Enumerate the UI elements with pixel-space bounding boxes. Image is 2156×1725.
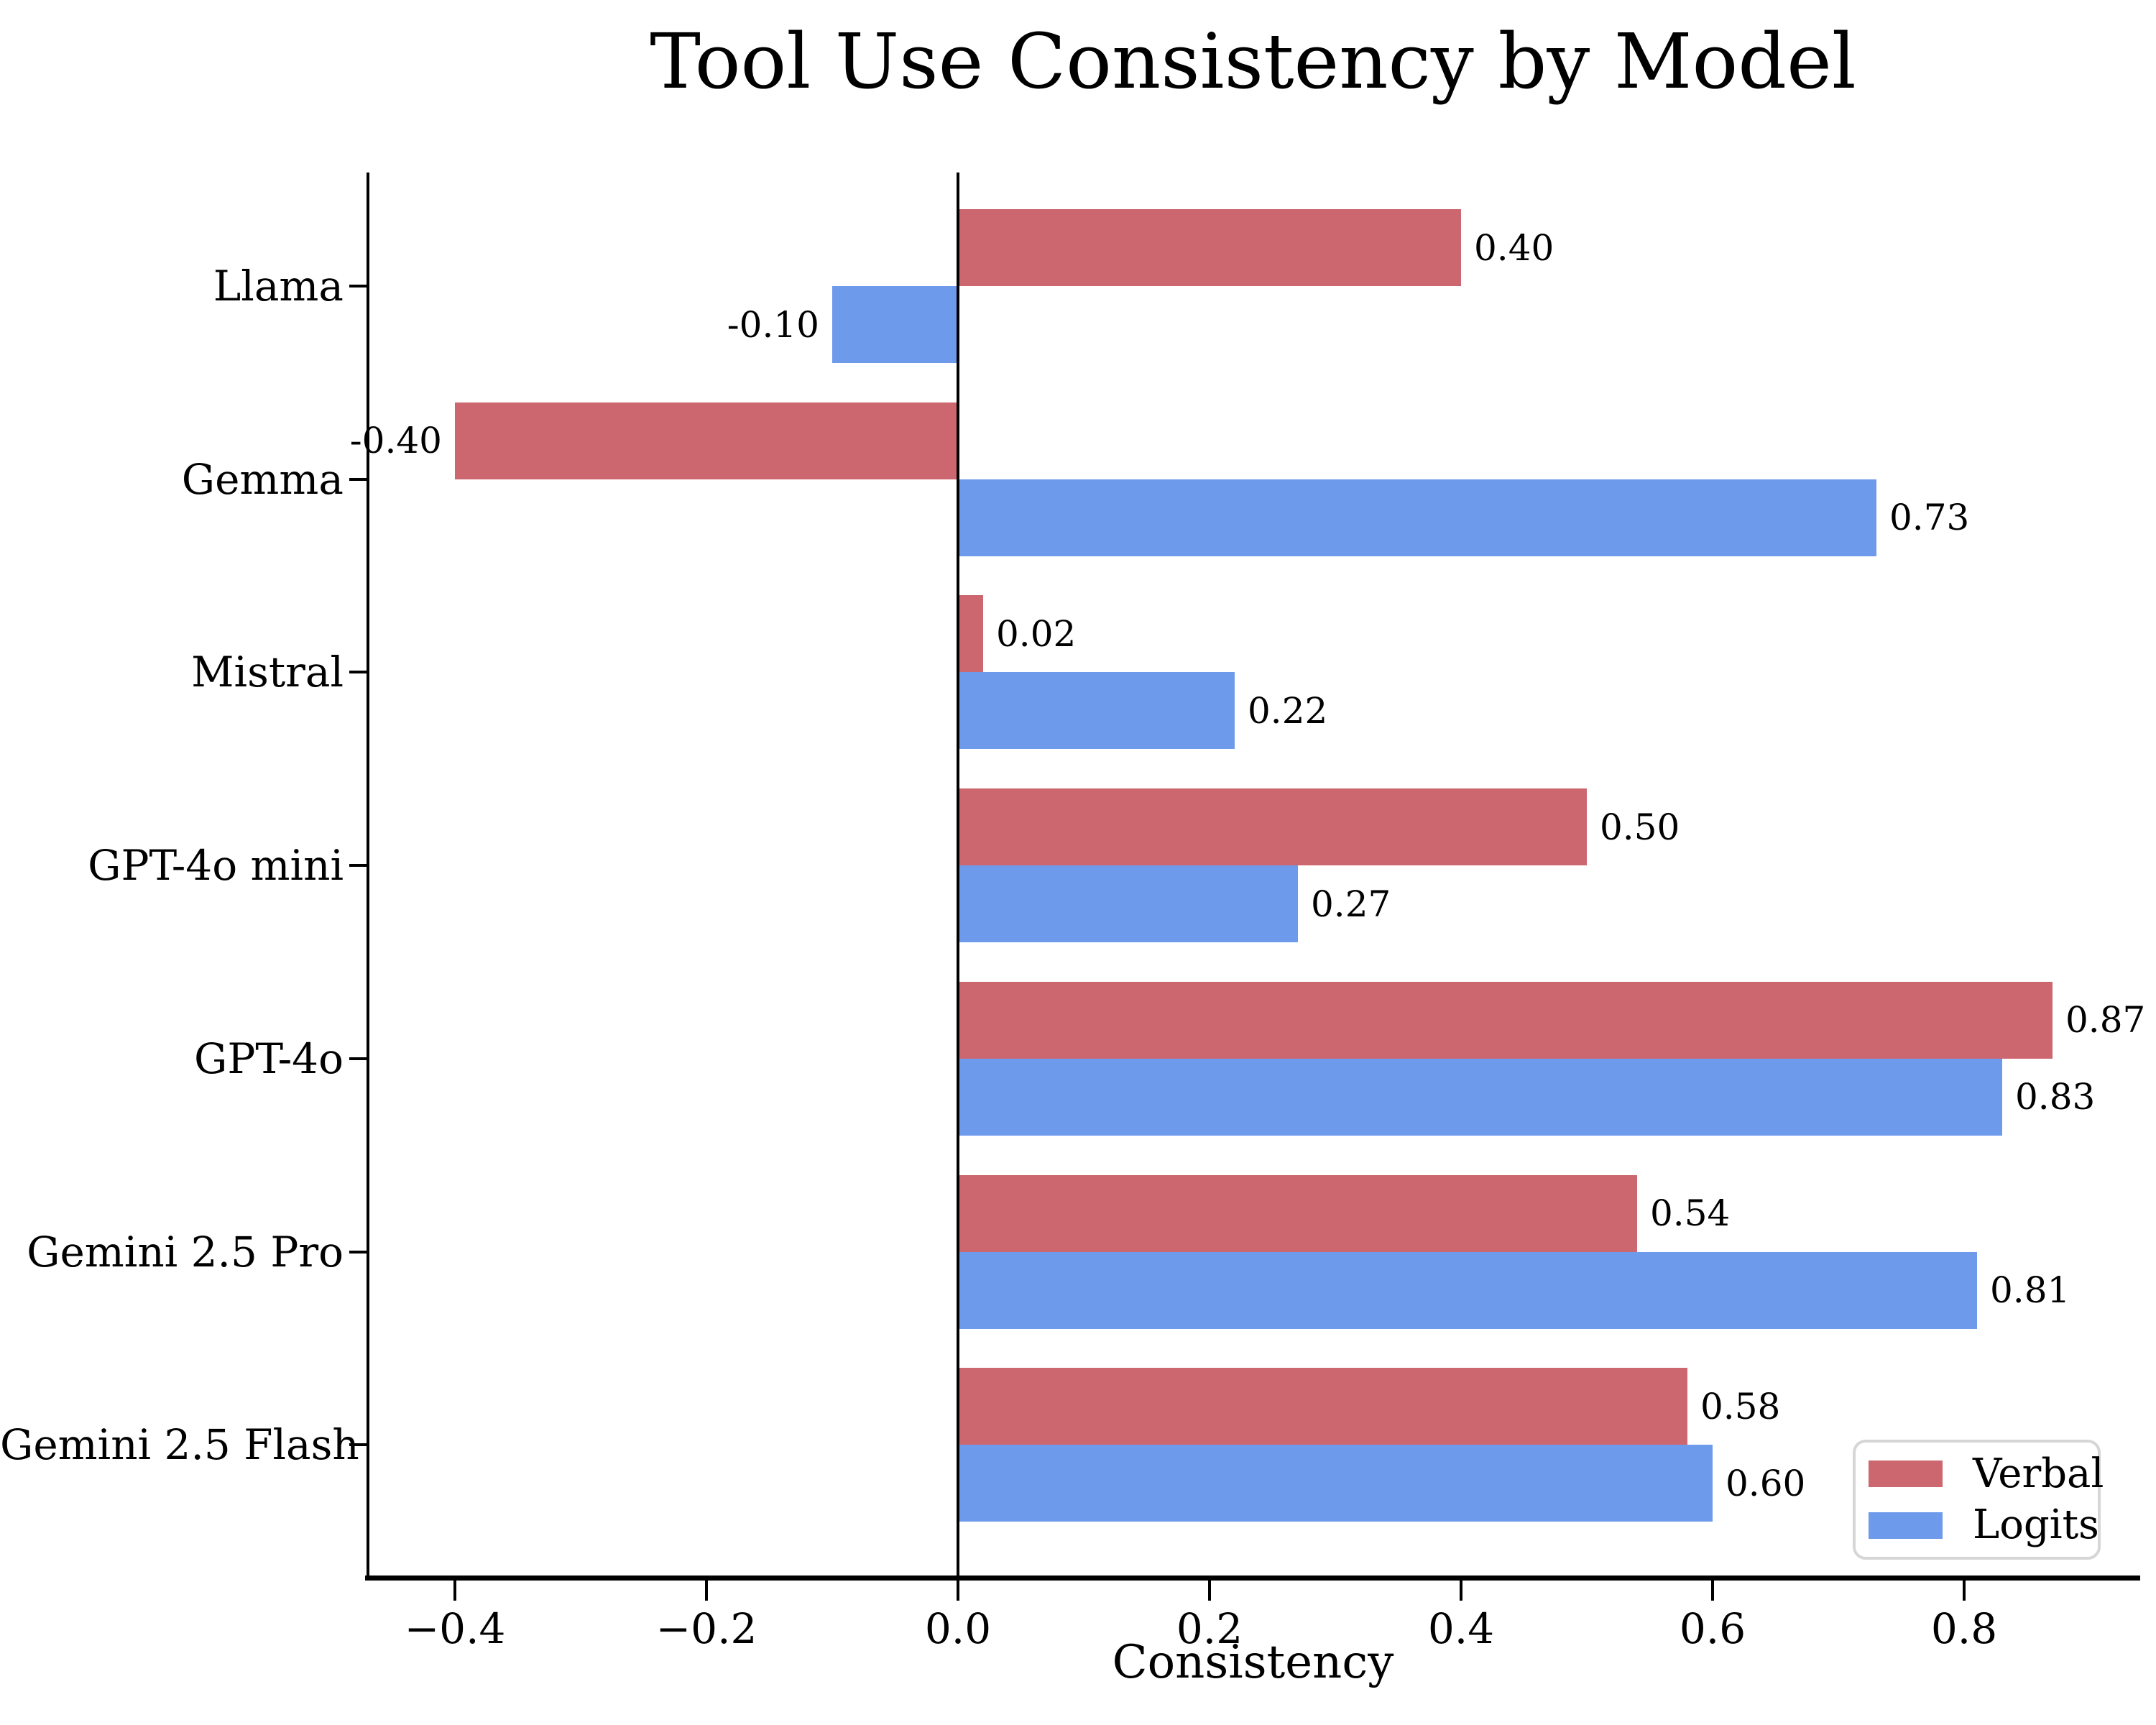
- y-label-llama: Llama: [213, 262, 344, 310]
- x-tick-label-neg0p4: −0.4: [404, 1604, 506, 1653]
- y-tick-gpt-4o-mini: [349, 864, 368, 867]
- y-tick-llama: [349, 285, 368, 288]
- value-label-verbal-gpt-4o-mini: 0.50: [1600, 806, 1680, 848]
- x-tick-label-0p6: 0.6: [1679, 1604, 1746, 1653]
- chart-title: Tool Use Consistency by Model: [650, 17, 1856, 106]
- y-tick-gemma: [349, 478, 368, 481]
- x-tick-label-0p8: 0.8: [1930, 1604, 1998, 1653]
- bar-logits-mistral: [958, 672, 1235, 749]
- x-tick-neg0p2: [705, 1581, 708, 1601]
- value-label-verbal-gpt-4o: 0.87: [2065, 999, 2146, 1041]
- legend: Verbal Logits: [1853, 1440, 2104, 1560]
- bar-logits-gemini-2-5-pro: [958, 1252, 1977, 1329]
- y-tick-gemini-2-5-flash: [349, 1443, 368, 1446]
- y-label-gemini-2-5-pro: Gemini 2.5 Pro: [27, 1228, 344, 1276]
- x-tick-0p6: [1711, 1581, 1714, 1601]
- value-label-verbal-mistral: 0.02: [996, 613, 1077, 655]
- y-label-gemini-2-5-flash: Gemini 2.5 Flash: [0, 1420, 359, 1469]
- value-label-logits-gemma: 0.73: [1889, 497, 1970, 538]
- bar-verbal-gemini-2-5-pro: [958, 1175, 1637, 1252]
- y-label-mistral: Mistral: [191, 648, 344, 696]
- x-tick-label-0p2: 0.2: [1176, 1604, 1243, 1653]
- value-label-verbal-gemini-2-5-flash: 0.58: [1700, 1386, 1781, 1427]
- value-label-logits-mistral: 0.22: [1248, 690, 1328, 732]
- value-label-logits-llama: -0.10: [727, 304, 819, 346]
- y-tick-mistral: [349, 671, 368, 673]
- legend-swatch-logits: [1869, 1512, 1943, 1539]
- x-tick-label-neg0p2: −0.2: [655, 1604, 757, 1653]
- y-label-gemma: Gemma: [181, 455, 344, 504]
- y-label-gpt-4o-mini: GPT-4o mini: [88, 841, 344, 890]
- value-label-verbal-gemma: -0.40: [349, 420, 442, 461]
- bar-logits-gpt-4o: [958, 1059, 2002, 1136]
- y-tick-gemini-2-5-pro: [349, 1251, 368, 1254]
- value-label-logits-gemini-2-5-pro: 0.81: [1990, 1269, 2070, 1311]
- legend-row-logits: Logits: [1869, 1505, 2099, 1545]
- value-label-verbal-llama: 0.40: [1474, 227, 1554, 269]
- zero-reference-line: [957, 172, 959, 1578]
- legend-row-verbal: Verbal: [1869, 1453, 2104, 1494]
- x-tick-neg0p4: [453, 1581, 456, 1601]
- x-tick-0p8: [1963, 1581, 1966, 1601]
- x-axis-title: Consistency: [1112, 1636, 1394, 1689]
- bar-verbal-gpt-4o-mini: [958, 788, 1587, 865]
- bar-logits-gemini-2-5-flash: [958, 1445, 1713, 1522]
- x-tick-0: [957, 1581, 959, 1601]
- bar-verbal-llama: [958, 209, 1461, 286]
- legend-label-logits: Logits: [1973, 1501, 2099, 1549]
- value-label-verbal-gemini-2-5-pro: 0.54: [1650, 1192, 1731, 1234]
- value-label-logits-gpt-4o-mini: 0.27: [1311, 883, 1391, 925]
- legend-swatch-verbal: [1869, 1460, 1943, 1488]
- bar-verbal-mistral: [958, 595, 983, 672]
- bar-verbal-gemma: [455, 402, 958, 479]
- x-tick-label-0p4: 0.4: [1427, 1604, 1495, 1653]
- y-tick-gpt-4o: [349, 1057, 368, 1060]
- bar-logits-llama: [832, 286, 958, 363]
- x-axis-bottom-spine: [365, 1576, 2140, 1581]
- x-tick-0p4: [1460, 1581, 1462, 1601]
- bar-logits-gemma: [958, 479, 1876, 556]
- legend-label-verbal: Verbal: [1973, 1450, 2104, 1497]
- bar-verbal-gpt-4o: [958, 982, 2053, 1059]
- bar-logits-gpt-4o-mini: [958, 865, 1298, 942]
- y-axis-left-spine: [367, 172, 369, 1578]
- value-label-logits-gemini-2-5-flash: 0.60: [1726, 1463, 1806, 1504]
- x-tick-0p2: [1208, 1581, 1211, 1601]
- x-tick-label-0: 0.0: [924, 1604, 992, 1653]
- bar-verbal-gemini-2-5-flash: [958, 1368, 1687, 1445]
- value-label-logits-gpt-4o: 0.83: [2015, 1076, 2096, 1118]
- y-label-gpt-4o: GPT-4o: [194, 1034, 344, 1083]
